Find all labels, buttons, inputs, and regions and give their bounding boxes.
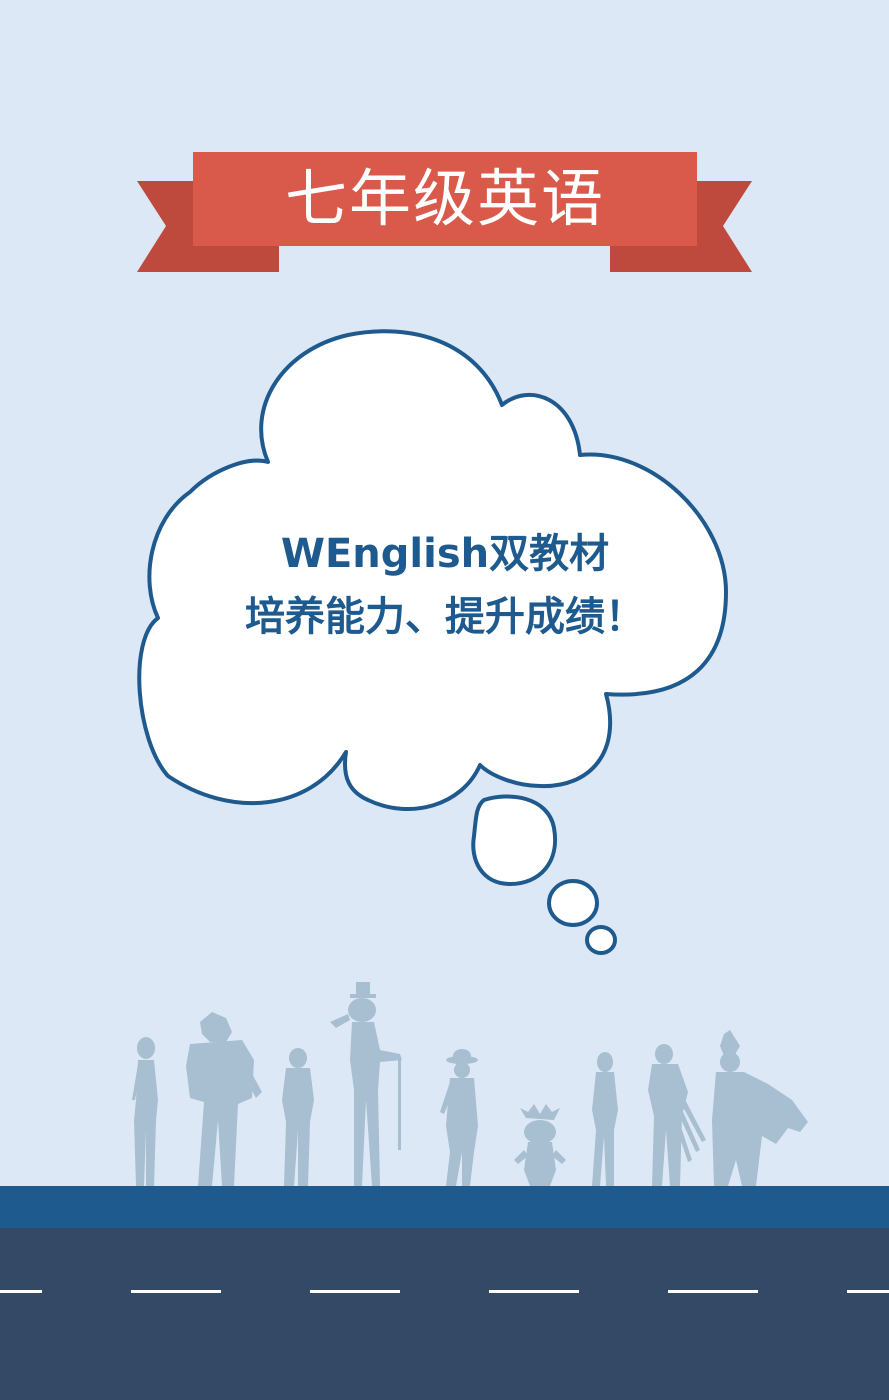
road: [0, 1186, 889, 1400]
road-curb: [0, 1186, 889, 1228]
ribbon-center: [193, 152, 697, 246]
silhouette-figure: [440, 1049, 478, 1186]
thought-bubble-dot-large: [471, 794, 558, 887]
silhouette-figure: [514, 1104, 566, 1186]
character-silhouettes: [132, 982, 808, 1186]
banner-title: 七年级英语: [284, 162, 605, 235]
thought-bubble-dot-small: [585, 925, 617, 955]
thought-bubble-cloud: [137, 329, 728, 812]
ribbon-banner: [137, 152, 752, 272]
silhouette-figure: [592, 1052, 618, 1186]
silhouette-figure: [330, 982, 402, 1186]
road-surface: [0, 1228, 889, 1400]
thought-bubble-line-1: WEnglish双教材: [280, 531, 610, 577]
thought-bubble: [137, 329, 728, 955]
thought-bubble-line-2: 培养能力、提升成绩！: [245, 594, 645, 640]
silhouette-figure: [648, 1044, 706, 1186]
silhouette-figure: [712, 1030, 808, 1186]
silhouette-figure: [282, 1048, 314, 1186]
thought-bubble-dot-medium: [547, 879, 599, 927]
road-lane-markings: [0, 1290, 889, 1293]
silhouette-figure: [132, 1037, 158, 1186]
silhouette-figure: [186, 1012, 262, 1186]
